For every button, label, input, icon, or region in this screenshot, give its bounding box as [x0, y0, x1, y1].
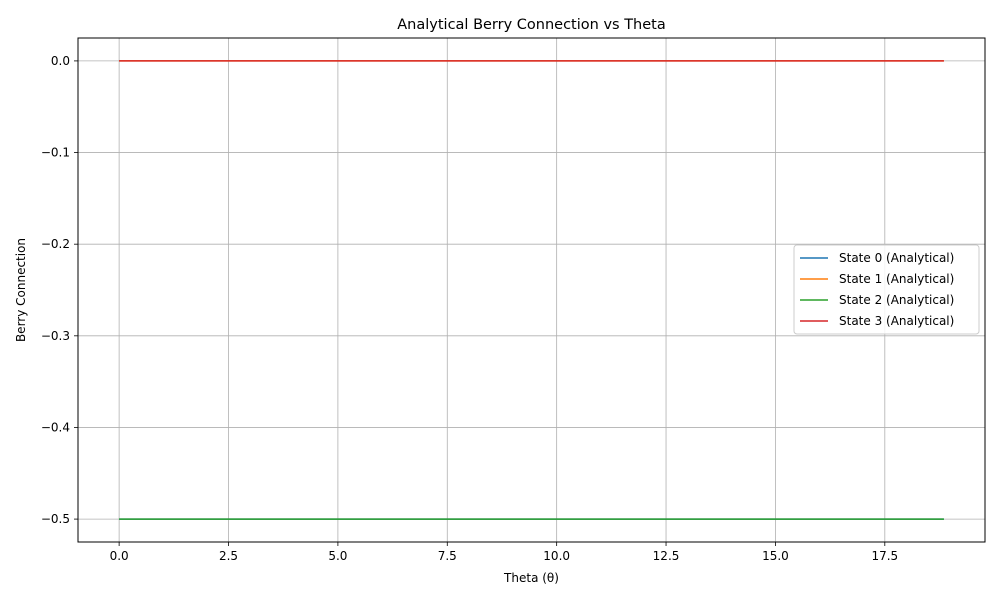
y-tick-label-4: −0.4: [41, 420, 70, 434]
plot-lines: [119, 60, 944, 520]
y-axis: 0.0 −0.1 −0.2 −0.3 −0.4 −0.5: [41, 54, 78, 526]
x-tick-label-2: 5.0: [328, 549, 347, 563]
legend-label-state-3: State 3 (Analytical): [839, 314, 954, 328]
legend-box: [793, 244, 980, 335]
x-tick-label-4: 10.0: [543, 549, 570, 563]
x-tick-label-7: 17.5: [871, 549, 898, 563]
x-axis: 0.0 2.5 5.0 7.5 10.0 12.5 15.0 17.5: [110, 542, 898, 563]
legend-label-state-2: State 2 (Analytical): [839, 293, 954, 307]
x-tick-label-1: 2.5: [219, 549, 238, 563]
y-tick-label-5: −0.5: [41, 512, 70, 526]
y-tick-label-0: 0.0: [51, 54, 70, 68]
plot-area-frame: [77, 37, 986, 543]
y-tick-label-2: −0.2: [41, 237, 70, 251]
y-axis-label: Berry Connection: [14, 238, 28, 342]
x-axis-label: Theta (θ): [503, 571, 559, 585]
x-tick-label-0: 0.0: [110, 549, 129, 563]
x-tick-label-3: 7.5: [438, 549, 457, 563]
y-tick-label-1: −0.1: [41, 146, 70, 160]
legend-label-state-1: State 1 (Analytical): [839, 272, 954, 286]
y-tick-label-3: −0.3: [41, 329, 70, 343]
legend: State 0 (Analytical) State 1 (Analytical)…: [793, 244, 980, 335]
x-tick-label-6: 15.0: [762, 549, 789, 563]
legend-label-state-0: State 0 (Analytical): [839, 251, 954, 265]
x-tick-label-5: 12.5: [653, 549, 680, 563]
chart-title: Analytical Berry Connection vs Theta: [397, 17, 665, 33]
